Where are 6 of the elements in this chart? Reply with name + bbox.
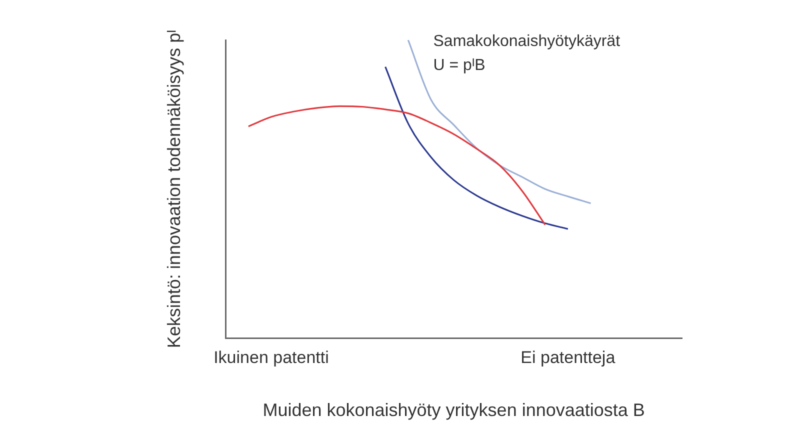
x-axis-title: Muiden kokonaishyöty yrityksen innovaatiosta B [262,400,645,420]
annotation: U = pᴵB [433,57,486,74]
y-axis-title: Keksintö: innovaation todennäköisyys pᴵ [164,30,184,348]
x-tick-label: Ikuinen patentti [214,348,329,367]
annotation: Samakokonaishyötykäyrät [433,33,621,50]
x-tick-label: Ei patentteja [520,348,616,367]
